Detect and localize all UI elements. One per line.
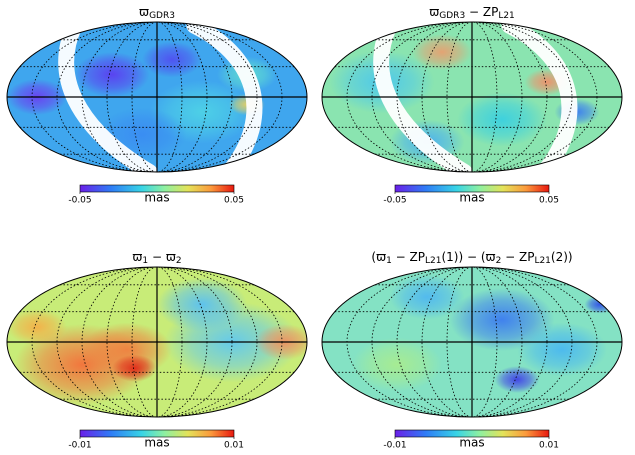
sky-map — [322, 267, 622, 417]
map-outline — [6, 266, 308, 418]
map-region — [74, 52, 150, 97]
title-part: ϖ — [132, 250, 142, 264]
colorbar-label: mas — [144, 436, 169, 450]
colorbar-tick-label: -0.05 — [68, 196, 91, 206]
title-part: (2)) — [551, 250, 573, 264]
title-part: GDR3 — [439, 11, 465, 21]
title-part: ϖ — [429, 5, 439, 19]
empty-band — [501, 22, 578, 172]
colorbar-tick-label: 0.05 — [539, 196, 559, 206]
title-part: − ZP — [465, 5, 498, 19]
panel: ϖGDR3 − ZPL21 -0.05 0.05 mas — [321, 5, 623, 206]
title-part: − ZP — [501, 250, 534, 264]
title-part: 1 — [142, 256, 148, 266]
panel: (ϖ1 − ZPL21(1)) − (ϖ2 − ZPL21(2))-0.01 0.… — [321, 250, 623, 451]
colorbar-tick-label: 0.01 — [224, 441, 244, 451]
colorbar-label: mas — [144, 191, 169, 205]
map-region — [389, 274, 465, 320]
panel-title: ϖGDR3 − ZPL21 — [429, 5, 515, 21]
map-region — [517, 322, 607, 377]
panel: ϖ1 − ϖ2 -0.01 0.01 mas — [6, 250, 308, 451]
map-outline — [6, 21, 308, 173]
title-part: (1)) − (ϖ — [441, 250, 495, 264]
colorbar-tick-label: 0.01 — [539, 441, 559, 451]
map-region — [352, 337, 442, 392]
map-region — [584, 295, 615, 314]
title-part: (ϖ — [371, 250, 386, 264]
colorbar-tick-label: 0.05 — [224, 196, 244, 206]
map-region — [457, 92, 547, 147]
title-part: 2 — [496, 256, 502, 266]
title-part: − ZP — [392, 250, 425, 264]
panel: ϖGDR3 -0.05 0.05 mas — [6, 5, 308, 206]
colorbar-label: mas — [459, 436, 484, 450]
sky-map — [7, 267, 307, 417]
empty-band — [186, 22, 263, 172]
title-part: 2 — [176, 256, 182, 266]
colorbar-tick-label: -0.01 — [68, 441, 91, 451]
title-part: L21 — [534, 256, 550, 266]
colorbar-label: mas — [459, 191, 484, 205]
map-region — [112, 354, 157, 382]
map-region — [412, 34, 472, 70]
map-region — [142, 41, 202, 78]
colorbar-tick-label: -0.01 — [383, 441, 406, 451]
sky-map — [322, 22, 622, 172]
panel-title: ϖ1 − ϖ2 — [132, 250, 181, 266]
map-outline — [321, 266, 623, 418]
sky-map — [7, 22, 307, 172]
map-outline — [321, 21, 623, 173]
title-part: ϖ — [139, 5, 149, 19]
title-part: GDR3 — [149, 11, 175, 21]
map-region — [494, 366, 540, 393]
colorbar — [79, 429, 235, 438]
title-part: 1 — [386, 256, 392, 266]
map-region — [157, 277, 247, 332]
title-part: − ϖ — [148, 250, 176, 264]
panel-title: ϖGDR3 — [139, 5, 175, 21]
panel-title: (ϖ1 − ZPL21(1)) − (ϖ2 − ZPL21(2)) — [371, 250, 572, 266]
title-part: L21 — [425, 256, 441, 266]
colorbar — [394, 184, 550, 193]
map-region — [7, 309, 67, 345]
colorbar — [79, 184, 235, 193]
colorbar-tick-label: -0.05 — [383, 196, 406, 206]
colorbar — [394, 429, 550, 438]
title-part: L21 — [498, 11, 514, 21]
